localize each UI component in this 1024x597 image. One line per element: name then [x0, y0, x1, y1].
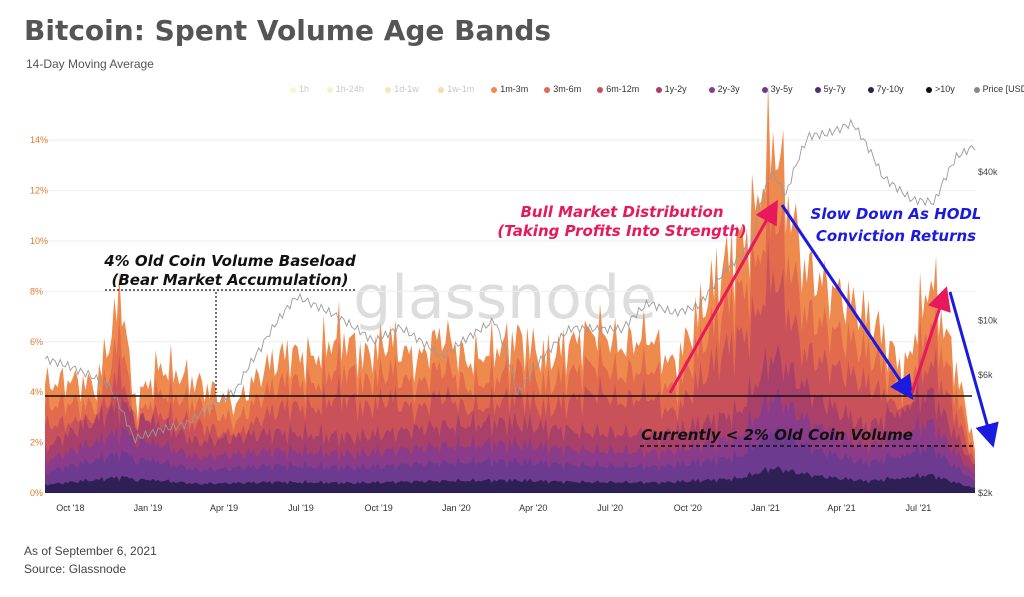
y-left-tick: 8%: [30, 286, 43, 296]
price-line: [44, 118, 976, 445]
legend-label: 6m-12m: [606, 84, 640, 94]
x-tick: Jul '21: [906, 503, 932, 513]
pink-arrow-bull: [668, 199, 778, 394]
x-tick: Jul '20: [597, 503, 623, 513]
legend-item[interactable]: 1y-2y: [655, 84, 687, 94]
legend-dot-icon: [438, 86, 445, 93]
y-right-tick: $40k: [978, 167, 998, 177]
currently-label: Currently < 2% Old Coin Volume: [641, 426, 913, 444]
x-tick: Oct '19: [365, 503, 393, 513]
distribution-label-2: (Taking Profits Into Strength): [497, 222, 746, 240]
y-left-tick: 2%: [30, 438, 43, 448]
legend-label: 1y-2y: [664, 84, 687, 94]
legend-dot-icon: [867, 86, 874, 93]
y-left-tick: 10%: [30, 236, 48, 246]
legend-item[interactable]: >10y: [926, 84, 955, 94]
legend-dot-icon: [708, 86, 715, 93]
y-right-tick: $6k: [978, 370, 993, 380]
annotations: 4% Old Coin Volume Baseload (Bear Market…: [45, 199, 999, 448]
y-right-tick: $2k: [978, 488, 993, 498]
x-tick: Jan '20: [442, 503, 471, 513]
x-tick: Apr '19: [210, 503, 238, 513]
legend-label: 5y-7y: [823, 84, 846, 94]
legend-item[interactable]: 3m-6m: [544, 84, 581, 94]
x-tick: Jan '21: [751, 503, 780, 513]
legend-item[interactable]: 1h: [290, 84, 309, 94]
legend-dot-icon: [544, 86, 551, 93]
x-tick: Oct '20: [674, 503, 702, 513]
distribution-label-1: Bull Market Distribution: [520, 203, 723, 221]
price-path: [44, 118, 976, 445]
legend-item[interactable]: 6m-12m: [597, 84, 639, 94]
legend-dot-icon: [597, 86, 604, 93]
legend-item[interactable]: 1h-24h: [326, 84, 364, 94]
legend: 1h 1h-24h 1d-1w 1w-1m 1m-3m 3m-6m 6m-12m 1y-2y 2…: [290, 84, 1024, 100]
legend-dot-icon: [973, 86, 980, 93]
y-left-tick: 14%: [30, 135, 48, 145]
legend-item[interactable]: Price [USD]: [973, 84, 1024, 94]
legend-item[interactable]: 5y-7y: [814, 84, 846, 94]
legend-label: 1m-3m: [500, 84, 529, 94]
blue-arrow-current: [948, 291, 999, 448]
legend-label: >10y: [935, 84, 955, 94]
legend-dot-icon: [814, 86, 821, 93]
legend-label: 3m-6m: [553, 84, 582, 94]
y-left-tick: 0%: [30, 488, 43, 498]
x-tick: Jul '19: [288, 503, 314, 513]
area-band: [45, 466, 975, 493]
x-tick: Apr '21: [827, 503, 855, 513]
legend-label: 1h-24h: [335, 84, 364, 94]
area-layers: [45, 82, 975, 494]
baseload-label-2: (Bear Market Accumulation): [112, 271, 349, 289]
legend-dot-icon: [926, 86, 932, 93]
legend-dot-icon: [326, 86, 333, 93]
legend-label: 2y-3y: [717, 84, 740, 94]
legend-dot-icon: [385, 86, 392, 93]
x-tick: Oct '18: [56, 503, 84, 513]
watermark: glassnode: [353, 263, 657, 333]
y-left-tick: 6%: [30, 337, 43, 347]
legend-item[interactable]: 7y-10y: [867, 84, 904, 94]
legend-dot-icon: [655, 86, 662, 93]
chart-title: Bitcoin: Spent Volume Age Bands: [24, 14, 552, 47]
footer: As of September 6, 2021 Source: Glassnod…: [24, 542, 157, 578]
x-tick: Apr '20: [519, 503, 547, 513]
legend-dot-icon: [761, 86, 768, 93]
y-right-tick: $10k: [978, 315, 998, 325]
y-left-tick: 4%: [30, 387, 43, 397]
legend-item[interactable]: 1m-3m: [491, 84, 528, 94]
legend-item[interactable]: 1w-1m: [438, 84, 474, 94]
pink-arrow-july: [910, 286, 951, 394]
legend-dot-icon: [290, 86, 296, 93]
legend-item[interactable]: 2y-3y: [708, 84, 740, 94]
legend-dot-icon: [491, 86, 498, 93]
chart-subtitle: 14-Day Moving Average: [26, 57, 154, 71]
legend-label: 7y-10y: [876, 84, 904, 94]
slowdown-label-1: Slow Down As HODL: [811, 205, 982, 223]
slowdown-label-2: Conviction Returns: [816, 227, 976, 245]
footer-source: Source: Glassnode: [24, 562, 127, 576]
legend-label: Price [USD]: [982, 84, 1024, 94]
legend-item[interactable]: 1d-1w: [385, 84, 419, 94]
blue-arrow-slowdown: [780, 204, 914, 400]
legend-label: 1d-1w: [394, 84, 419, 94]
axes: 0% 2% 4% 6% 8% 10% 12% 14% $2k $6k $10k $40k Oct '18…: [30, 135, 998, 513]
x-tick: Jan '19: [134, 503, 163, 513]
y-left-tick: 12%: [30, 186, 48, 196]
area-band: [45, 425, 975, 493]
legend-label: 1w-1m: [447, 84, 475, 94]
legend-item[interactable]: 3y-5y: [761, 84, 793, 94]
legend-label: 1h: [299, 84, 310, 94]
footer-date: As of September 6, 2021: [24, 544, 157, 558]
legend-label: 3y-5y: [770, 84, 793, 94]
baseload-label-1: 4% Old Coin Volume Baseload: [103, 252, 356, 270]
